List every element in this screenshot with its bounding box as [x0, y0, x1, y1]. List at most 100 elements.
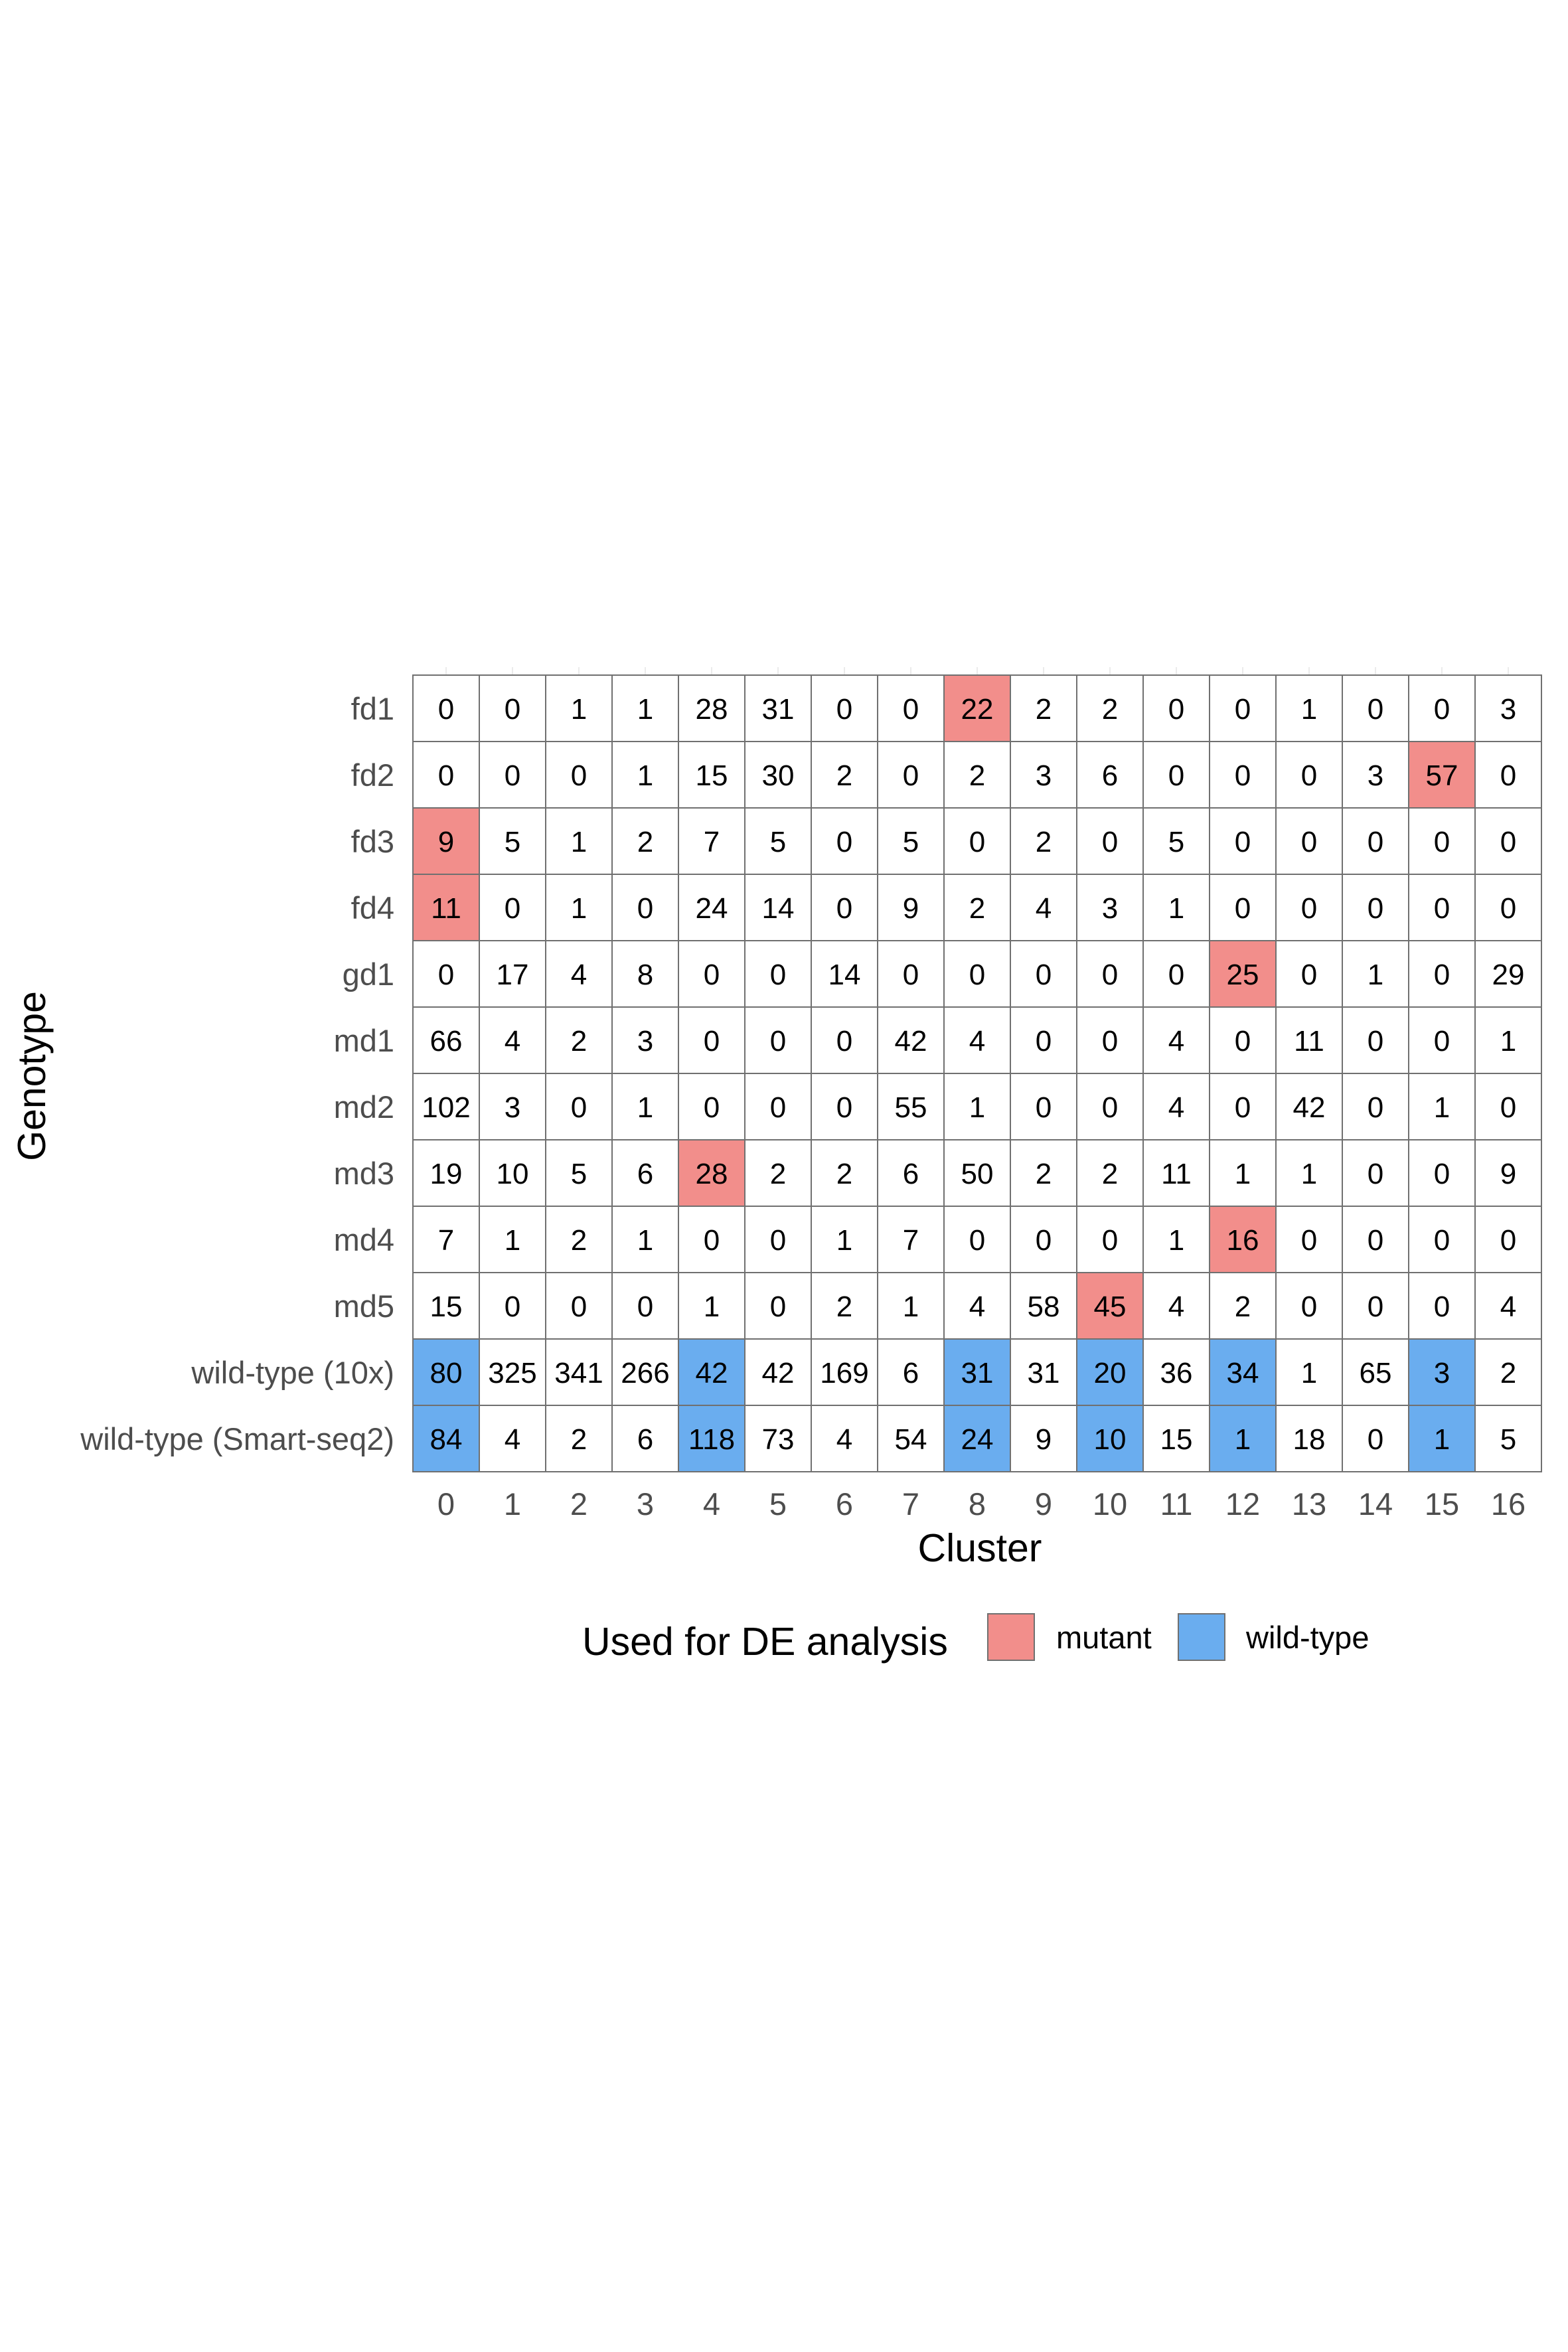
cell-value-label: 0 [438, 959, 454, 991]
cell-value-label: 0 [836, 1025, 852, 1058]
cell-value-label: 1 [969, 1091, 985, 1124]
cell-value-label: 2 [1235, 1291, 1251, 1323]
heatmap-cell [811, 1206, 878, 1273]
heatmap-cell [678, 1206, 745, 1273]
cell-value-label: 0 [1500, 892, 1516, 925]
cell-value-label: 1 [1235, 1158, 1251, 1190]
heatmap-cell [1076, 1006, 1144, 1074]
heatmap-cell [877, 1139, 945, 1207]
heatmap-cell [1142, 807, 1210, 875]
heatmap-cell [1474, 874, 1542, 941]
cell-value-label: 5 [903, 826, 919, 858]
heatmap-cell [479, 874, 546, 941]
heatmap-cell [943, 1006, 1011, 1074]
heatmap-cell [678, 1272, 745, 1340]
cell-value-label: 3 [1500, 693, 1516, 726]
heatmap-cell [744, 807, 812, 875]
heatmap-cell [1474, 807, 1542, 875]
heatmap-cell [412, 874, 480, 941]
cell-value-label: 0 [704, 1025, 720, 1058]
cell-value-label: 1 [836, 1224, 852, 1257]
heatmap-cell [1209, 1139, 1277, 1207]
cell-value-label: 25 [1227, 959, 1259, 991]
cell-value-label: 66 [430, 1025, 463, 1058]
cell-value-label: 1 [1301, 1158, 1317, 1190]
cell-value-label: 7 [438, 1224, 454, 1257]
cell-value-label: 4 [571, 959, 587, 991]
heatmap-cell [678, 1338, 745, 1406]
heatmap-cell [877, 874, 945, 941]
cell-value-label: 4 [1036, 892, 1052, 925]
heatmap-cell [1275, 1139, 1343, 1207]
cell-value-label: 1 [1434, 1423, 1450, 1456]
heatmap-cell [412, 741, 480, 809]
cell-value-label: 28 [696, 1158, 728, 1190]
cell-value-label: 10 [497, 1158, 529, 1190]
cell-value-label: 0 [903, 959, 919, 991]
cell-value-label: 3 [637, 1025, 653, 1058]
cell-value-label: 0 [571, 1091, 587, 1124]
x-tick-label: 13 [1292, 1486, 1326, 1522]
heatmap-cell [811, 1338, 878, 1406]
cell-value-label: 11 [431, 892, 461, 925]
cell-value-label: 0 [903, 693, 919, 726]
heatmap-cell [545, 940, 613, 1008]
cell-value-label: 4 [1500, 1291, 1516, 1323]
cell-value-label: 4 [969, 1025, 985, 1058]
cell-value-label: 6 [903, 1357, 919, 1389]
cell-value-label: 0 [1235, 826, 1251, 858]
heatmap-cell [811, 1272, 878, 1340]
heatmap-cell [1275, 874, 1343, 941]
heatmap-cell [1342, 1405, 1409, 1472]
heatmap-cell [479, 1338, 546, 1406]
heatmap-cell [877, 1206, 945, 1273]
cell-value-label: 29 [1492, 959, 1525, 991]
cell-value-label: 6 [637, 1158, 653, 1190]
cell-value-label: 45 [1094, 1291, 1127, 1323]
cell-value-label: 4 [1168, 1091, 1184, 1124]
cell-value-label: 36 [1160, 1357, 1193, 1389]
cell-value-label: 3 [1368, 759, 1383, 792]
gridline-stubs [445, 667, 1509, 675]
cell-value-label: 6 [1102, 759, 1118, 792]
cell-value-label: 1 [637, 693, 653, 726]
heatmap-cell [1076, 940, 1144, 1008]
cell-value-label: 0 [1235, 1025, 1251, 1058]
heatmap-cell [811, 1139, 878, 1207]
cell-value-label: 65 [1360, 1357, 1392, 1389]
heatmap-cell [877, 674, 945, 742]
cell-value-label: 2 [1036, 693, 1052, 726]
heatmap-cell [1010, 807, 1077, 875]
y-axis-ticks: fd1 fd2 fd3 fd4 gd1 md1 md2 md3 md4 md5 wild-type … [80, 691, 394, 1456]
cell-value-label: 9 [1500, 1158, 1516, 1190]
cell-value-label: 0 [1168, 959, 1184, 991]
heatmap-cell [877, 807, 945, 875]
cell-value-label: 0 [1036, 1091, 1052, 1124]
heatmap-cell [1010, 1272, 1077, 1340]
cell-value-label: 18 [1293, 1423, 1326, 1456]
heatmap-cell [545, 1272, 613, 1340]
y-tick-label: fd2 [351, 757, 394, 793]
cell-value-label: 0 [438, 759, 454, 792]
x-tick-label: 3 [637, 1486, 654, 1522]
cell-value-label: 341 [554, 1357, 603, 1389]
heatmap-cell [1010, 874, 1077, 941]
cell-value-label: 0 [571, 759, 587, 792]
heatmap-cell [412, 1272, 480, 1340]
cell-value-label: 1 [1168, 892, 1184, 925]
cell-value-label: 0 [770, 1025, 786, 1058]
cell-value-label: 0 [505, 759, 520, 792]
cell-value-label: 0 [836, 693, 852, 726]
heatmap-cell [1209, 674, 1277, 742]
heatmap-cell [1010, 741, 1077, 809]
heatmap-cell [1076, 1405, 1144, 1472]
heatmap-cell [678, 1006, 745, 1074]
cell-value-label: 0 [1368, 1158, 1383, 1190]
cell-value-label: 19 [430, 1158, 463, 1190]
cell-value-label: 2 [836, 1158, 852, 1190]
heatmap-cell [811, 940, 878, 1008]
cell-value-label: 16 [1227, 1224, 1259, 1257]
heatmap-cell [1010, 1073, 1077, 1140]
x-tick-label: 1 [504, 1486, 521, 1522]
